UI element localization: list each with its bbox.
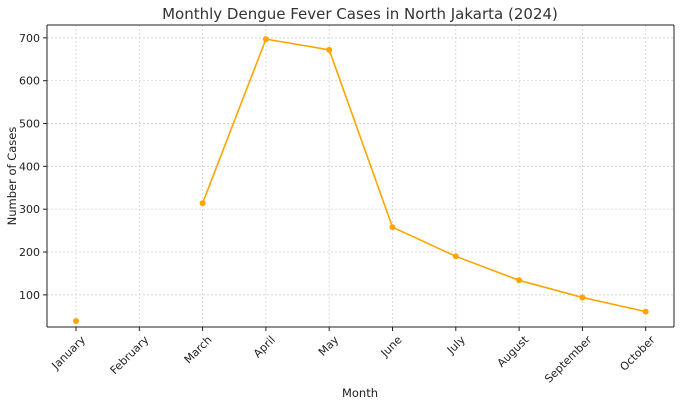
y-gridlines (47, 37, 674, 296)
y-tick-label: 500 (19, 118, 40, 131)
y-tick-label: 400 (19, 160, 40, 173)
x-tick-label: June (378, 333, 405, 360)
x-tick-label: April (251, 333, 278, 360)
series-line (201, 38, 646, 313)
x-tick-label: September (542, 333, 595, 386)
x-axis-label: Month (342, 386, 378, 400)
x-tick-label: October (617, 333, 658, 374)
data-point (389, 224, 396, 231)
data-point (452, 253, 459, 260)
y-ticks: 100 200 300 400 500 600 700 (19, 32, 47, 302)
data-point (262, 36, 269, 43)
y-axis-label: Number of Cases (5, 127, 19, 226)
chart-title: Monthly Dengue Fever Cases in North Jaka… (162, 5, 558, 23)
y-tick-label: 200 (19, 246, 40, 259)
x-ticks: January February March April May June July Augu… (49, 327, 658, 386)
data-point (516, 277, 523, 284)
data-point (579, 294, 586, 301)
x-tick-label: January (49, 333, 89, 373)
y-tick-label: 600 (19, 75, 40, 88)
y-tick-label: 100 (19, 289, 40, 302)
data-point (199, 200, 206, 207)
data-point (326, 46, 333, 53)
x-tick-label: February (108, 333, 152, 377)
x-gridlines (75, 25, 647, 327)
x-tick-label: May (316, 333, 342, 359)
y-tick-label: 700 (19, 32, 40, 45)
series-group (73, 36, 649, 325)
data-point (73, 318, 79, 325)
y-tick-label: 300 (19, 203, 40, 216)
x-tick-label: July (444, 333, 468, 357)
x-tick-label: August (495, 333, 532, 370)
data-point (642, 308, 649, 315)
x-tick-label: March (182, 333, 215, 366)
